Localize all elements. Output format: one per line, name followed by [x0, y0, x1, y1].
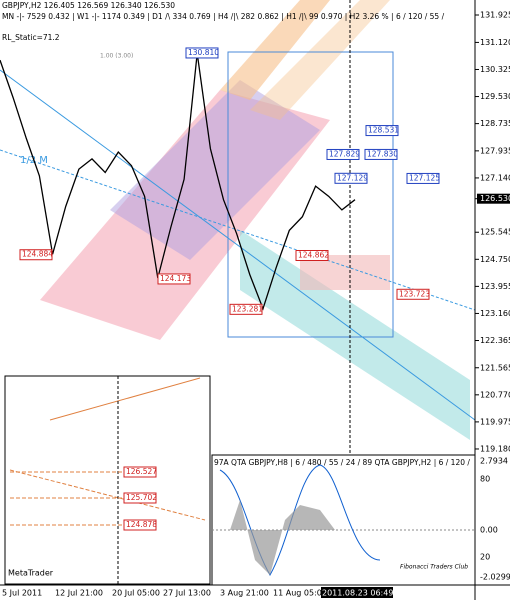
price-label: 130.325	[480, 65, 510, 74]
level-label: 127.829	[329, 149, 360, 158]
sub-axis-label: 20	[480, 553, 490, 562]
histogram-area	[230, 500, 335, 575]
level-label: 127.125	[409, 173, 440, 182]
date-label: 3 Aug 21:00	[220, 589, 269, 598]
violet-channel	[110, 80, 320, 260]
level-box	[19, 249, 53, 261]
date-label: 5 Jul 2011	[2, 589, 42, 598]
level-box	[229, 303, 263, 315]
price-label: 119.975	[480, 417, 510, 426]
price-label: 122.365	[480, 336, 510, 345]
date-label: 12 Jul 21:00	[55, 589, 103, 598]
inset-level-box	[123, 466, 157, 478]
price-label: 123.160	[480, 309, 510, 318]
price-label: 128.735	[480, 119, 510, 128]
oscillator	[219, 464, 381, 577]
fib-label: 1.00 (3.00)	[100, 53, 133, 60]
inset-line	[49, 377, 201, 421]
inset-level-box	[123, 519, 157, 531]
inset-level-label: 124.878	[126, 520, 157, 529]
inset-level-label: 125.702	[126, 493, 157, 502]
price-label: 127.140	[480, 173, 510, 182]
sub-axis-label: -2.0299	[480, 573, 510, 582]
trend-line	[0, 69, 476, 421]
price-label: 125.545	[480, 228, 510, 237]
price-label: 120.770	[480, 390, 510, 399]
price-label: 127.935	[480, 146, 510, 155]
inset-line	[9, 469, 206, 521]
level-box	[157, 273, 191, 285]
level-box	[406, 172, 440, 184]
price-label: 123.955	[480, 282, 510, 291]
inset-window	[4, 375, 211, 585]
inset-level-label: 126.527	[126, 467, 157, 476]
price-line	[0, 53, 356, 311]
level-label: 124.862	[298, 250, 329, 259]
date-label: 2011.08.23 06:49	[322, 589, 393, 598]
level-box	[334, 172, 368, 184]
price-label: 121.565	[480, 363, 510, 372]
level-box	[396, 288, 430, 300]
level-label: 124.173	[160, 274, 191, 283]
indicator-header: 97A QTA GBPJPY,H8 | 6 / 480 / 55 / 24 / …	[214, 458, 470, 467]
price-label: 119.180	[480, 444, 510, 453]
cyan-channel	[240, 230, 470, 440]
timeframe-status: MN -|- 7529 0.432 | W1 -|- 1174 0.349 | …	[2, 12, 445, 21]
level-box	[326, 148, 360, 160]
price-label: 129.530	[480, 92, 510, 101]
level-label: 130.810	[188, 48, 219, 57]
orange-fan	[220, 0, 330, 100]
orange-fan	[250, 0, 390, 120]
level-label: 127.830	[367, 149, 398, 158]
date-label: 11 Aug 05:00	[273, 589, 327, 598]
date-label: 20 Jul 05:00	[112, 589, 160, 598]
level-box	[185, 47, 219, 59]
level-label: 123.281	[232, 304, 263, 313]
sub-axis-label: 2.7934	[480, 457, 508, 466]
red-zone	[300, 255, 390, 290]
price-label: 131.925	[480, 11, 510, 20]
symbol-header: GBPJPY,H2 126.405 126.569 126.340 126.53…	[2, 1, 175, 10]
level-label: 127.129	[337, 173, 368, 182]
price-label: 124.750	[480, 255, 510, 264]
price-label: 126.530	[480, 194, 510, 203]
level-label: 124.884	[22, 250, 53, 259]
club-label: Fibonacci Traders Club	[400, 564, 468, 571]
level-box	[365, 125, 399, 137]
price-label: 131.120	[480, 38, 510, 47]
indicator-static: RL_Static=71.2	[2, 33, 60, 42]
indicator-window	[211, 454, 476, 586]
fib-box	[227, 51, 394, 338]
level-box	[295, 249, 329, 261]
level-label: 128.531	[368, 126, 399, 135]
inset-level-box	[123, 492, 157, 504]
trend-line	[0, 149, 476, 311]
date-label: 27 Jul 13:00	[163, 589, 211, 598]
sub-axis-label: 0.00	[480, 526, 498, 535]
logo-label: MetaTrader	[8, 569, 54, 578]
level-box	[364, 148, 398, 160]
level-label: 123.723	[399, 289, 430, 298]
cursor-date-box	[321, 587, 393, 598]
current-price-box	[477, 193, 510, 204]
sub-axis-label: 80	[480, 475, 490, 484]
